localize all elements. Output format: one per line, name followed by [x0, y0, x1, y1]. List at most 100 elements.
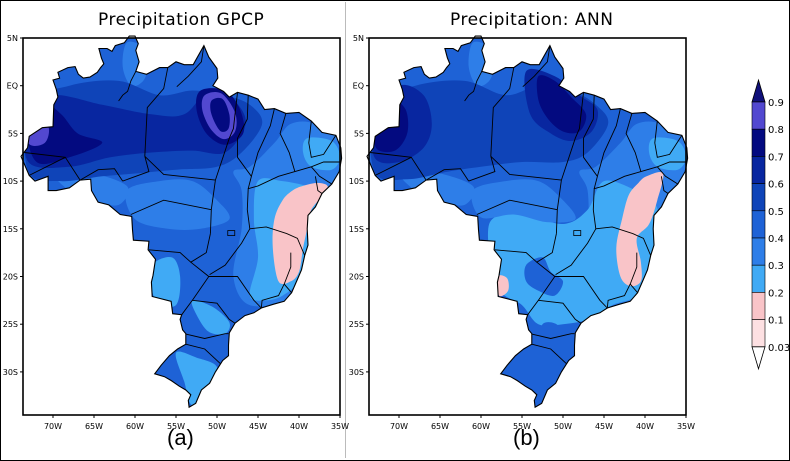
state-border: [184, 333, 229, 339]
federal-district-border: [573, 230, 582, 236]
state-border: [595, 226, 652, 256]
state-border: [468, 156, 496, 182]
colorbar-label: 0.9: [768, 98, 784, 109]
state-border: [209, 228, 251, 275]
lon-tick-label: 60W: [472, 422, 490, 431]
map-frame: [22, 37, 341, 416]
panel-divider: [345, 2, 346, 458]
colorbar-label: 0.3: [768, 261, 784, 272]
colorbar-segment: [751, 210, 766, 239]
state-borders: [370, 45, 687, 365]
state-border: [250, 108, 275, 177]
state-border: [118, 71, 137, 102]
federal-district-border: [227, 230, 236, 236]
map-panel-a: 5N EQ 5S 10S 15S 20S 25S 30S 70W 65W 60W 55W 50W 45W 4…: [3, 34, 349, 431]
lat-tick-label: 30S: [349, 368, 364, 377]
state-border: [374, 156, 412, 176]
state-border: [144, 67, 169, 157]
contour-level-p1: [496, 275, 509, 297]
state-border: [476, 199, 558, 215]
state-border: [237, 95, 252, 189]
panel-a-title: Precipitation GPCP: [98, 10, 265, 30]
state-border: [130, 199, 212, 215]
state-border: [656, 166, 679, 185]
lon-tick-label: 65W: [85, 422, 103, 431]
panel-b-title: Precipitation: ANN: [450, 10, 614, 30]
state-border: [79, 168, 124, 182]
state-border: [629, 252, 638, 293]
brazil-outline: [20, 35, 343, 409]
colorbar-label: 0.03: [768, 343, 790, 354]
state-borders: [24, 45, 341, 365]
state-border: [122, 156, 150, 182]
state-border: [494, 249, 538, 263]
colorbar-segment: [751, 319, 766, 348]
state-border: [555, 228, 597, 275]
state-border: [625, 113, 642, 172]
contour-level-b8: [23, 119, 50, 146]
colorbar: 0.9 0.8 0.7 0.6 0.5 0.4 0.3 0.2 0.1 0.03: [751, 78, 790, 371]
state-border: [583, 95, 598, 189]
state-border: [425, 168, 470, 182]
lon-tick-label: 70W: [44, 422, 62, 431]
state-border: [308, 120, 337, 158]
lon-tick-label: 35W: [331, 422, 349, 431]
state-border: [654, 120, 683, 158]
state-border: [249, 226, 306, 256]
contour-level-b7: [536, 75, 587, 134]
colorbar-arrow-bottom: [751, 346, 766, 371]
lon-tick-label: 40W: [290, 422, 308, 431]
contour-level-b4: [524, 257, 564, 296]
state-border: [640, 161, 687, 173]
state-border: [283, 252, 292, 293]
lon-tick-label: 35W: [677, 422, 695, 431]
state-border: [294, 161, 341, 173]
state-border: [538, 299, 582, 324]
contour-level-b7: [210, 97, 230, 132]
lat-tick-label: 20S: [349, 273, 364, 282]
lon-tick-label: 50W: [554, 422, 572, 431]
state-border: [260, 283, 285, 309]
colorbar-label: 0.7: [768, 152, 784, 163]
colorbar-segment: [751, 237, 766, 266]
lat-tick-label: 5N: [353, 34, 364, 43]
state-border: [185, 343, 222, 365]
lon-tick-label: 60W: [126, 422, 144, 431]
contour-level-b2: [191, 300, 230, 335]
colorbar-label: 0.8: [768, 125, 784, 136]
lat-tick-label: 5N: [7, 34, 18, 43]
colorbar-label: 0.2: [768, 288, 784, 299]
state-border: [606, 283, 631, 309]
map-frame: [368, 37, 687, 416]
contour-fill: [23, 38, 342, 408]
brazil-outline: [366, 35, 689, 409]
state-border: [370, 152, 427, 181]
colorbar-segment: [751, 128, 766, 157]
lat-tick-label: 25S: [3, 320, 18, 329]
lon-tick-label: 45W: [595, 422, 613, 431]
lon-tick-label: 55W: [513, 422, 531, 431]
contour-level-b3: [471, 179, 576, 223]
lon-tick-label: 50W: [208, 422, 226, 431]
contour-level-p1: [616, 172, 664, 287]
state-border: [592, 171, 642, 229]
state-border: [24, 152, 81, 181]
lon-tick-label: 40W: [636, 422, 654, 431]
panel-b-label: (b): [513, 425, 540, 450]
colorbar-arrow-top: [751, 78, 766, 103]
state-border: [596, 108, 621, 177]
lat-tick-label: 25S: [349, 320, 364, 329]
colorbar-segment: [751, 183, 766, 212]
colorbar-label: 0.5: [768, 207, 784, 218]
state-border: [464, 71, 483, 102]
lat-tick-label: 5S: [8, 129, 18, 138]
colorbar-label: 0.4: [768, 234, 784, 245]
state-border: [522, 45, 551, 88]
state-border: [314, 176, 323, 194]
lon-tick-label: 70W: [390, 422, 408, 431]
lat-tick-label: EQ: [7, 82, 18, 91]
state-border: [560, 92, 584, 181]
state-border: [490, 67, 515, 157]
colorbar-segment: [751, 101, 766, 130]
